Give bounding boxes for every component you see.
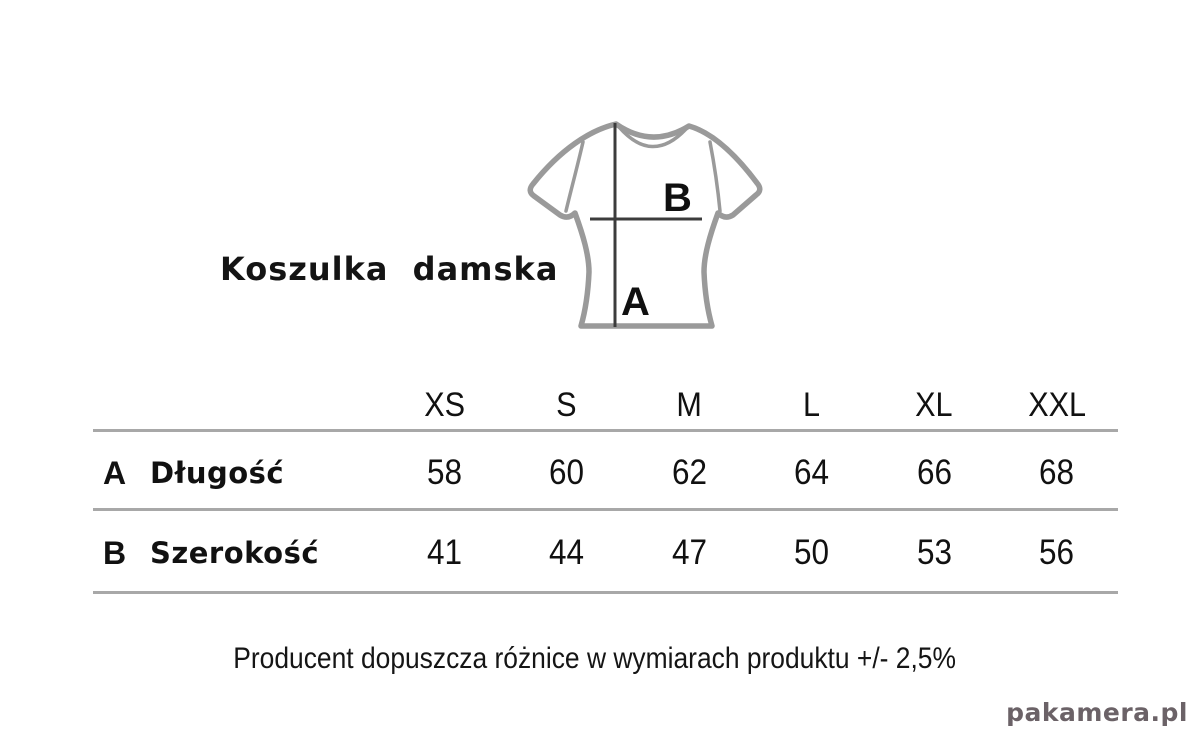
width-value-xs-text: 41 [426, 533, 462, 572]
width-value-xxl: 56 [996, 533, 1119, 573]
width-value-xxl-text: 56 [1039, 533, 1075, 572]
length-value-s-text: 60 [549, 453, 585, 492]
length-value-m: 62 [628, 453, 751, 493]
table-rule-middle [93, 508, 1118, 511]
tshirt-seams [564, 125, 722, 213]
length-value-xs: 58 [383, 453, 506, 493]
tshirt-outline [527, 121, 763, 329]
width-value-l: 50 [751, 533, 874, 573]
size-table-header-row: XS S M L XL XXL [93, 383, 1118, 427]
tshirt-measurement-diagram: A B [527, 121, 763, 329]
row-width-marker: B [103, 534, 127, 571]
tolerance-note-text: Producent dopuszcza różnice w wymiarach … [233, 642, 957, 675]
measurement-lines [590, 123, 702, 327]
length-value-xl-text: 66 [916, 453, 952, 492]
product-title: Koszulka damska [220, 250, 559, 288]
row-length-dimension: Długość [150, 456, 285, 490]
length-value-m-text: 62 [671, 453, 707, 492]
col-header-xs: XS [383, 386, 506, 427]
length-value-l: 64 [751, 453, 874, 493]
row-width-dimension: Szerokość [150, 536, 320, 570]
col-header-m: M [628, 386, 751, 427]
length-value-l-text: 64 [794, 453, 830, 492]
table-row-length: A Długość 58 60 62 64 66 68 [93, 432, 1118, 508]
width-value-s-text: 44 [549, 533, 585, 572]
width-value-xl-text: 53 [916, 533, 952, 572]
length-value-xl: 66 [873, 453, 996, 493]
width-value-xl: 53 [873, 533, 996, 573]
width-value-xs: 41 [383, 533, 506, 573]
col-header-l-label: L [803, 386, 821, 424]
width-value-m-text: 47 [671, 533, 707, 572]
row-length-marker: A [103, 454, 127, 491]
col-header-xl-label: XL [915, 386, 953, 424]
col-header-xxl-label: XXL [1027, 386, 1086, 424]
width-value-m: 47 [628, 533, 751, 573]
col-header-l: L [751, 386, 874, 427]
col-header-xxl: XXL [996, 386, 1119, 427]
col-header-s: S [506, 386, 629, 427]
length-marker-label: A [621, 280, 650, 324]
pakamera-watermark: pakamera.pl [1006, 698, 1188, 727]
col-header-xl: XL [873, 386, 996, 427]
length-value-xxl-text: 68 [1039, 453, 1075, 492]
tolerance-note: Producent dopuszcza różnice w wymiarach … [0, 642, 1190, 676]
col-header-xs-label: XS [423, 386, 465, 424]
length-value-s: 60 [506, 453, 629, 493]
col-header-s-label: S [556, 386, 577, 424]
width-value-s: 44 [506, 533, 629, 573]
table-rule-bottom [93, 591, 1118, 594]
width-value-l-text: 50 [794, 533, 830, 572]
table-rule-top [93, 429, 1118, 432]
length-value-xxl: 68 [996, 453, 1119, 493]
table-row-width: B Szerokość 41 44 47 50 53 56 [93, 511, 1118, 591]
width-marker-label: B [663, 176, 692, 220]
length-value-xs-text: 58 [426, 453, 462, 492]
col-header-m-label: M [676, 386, 702, 424]
